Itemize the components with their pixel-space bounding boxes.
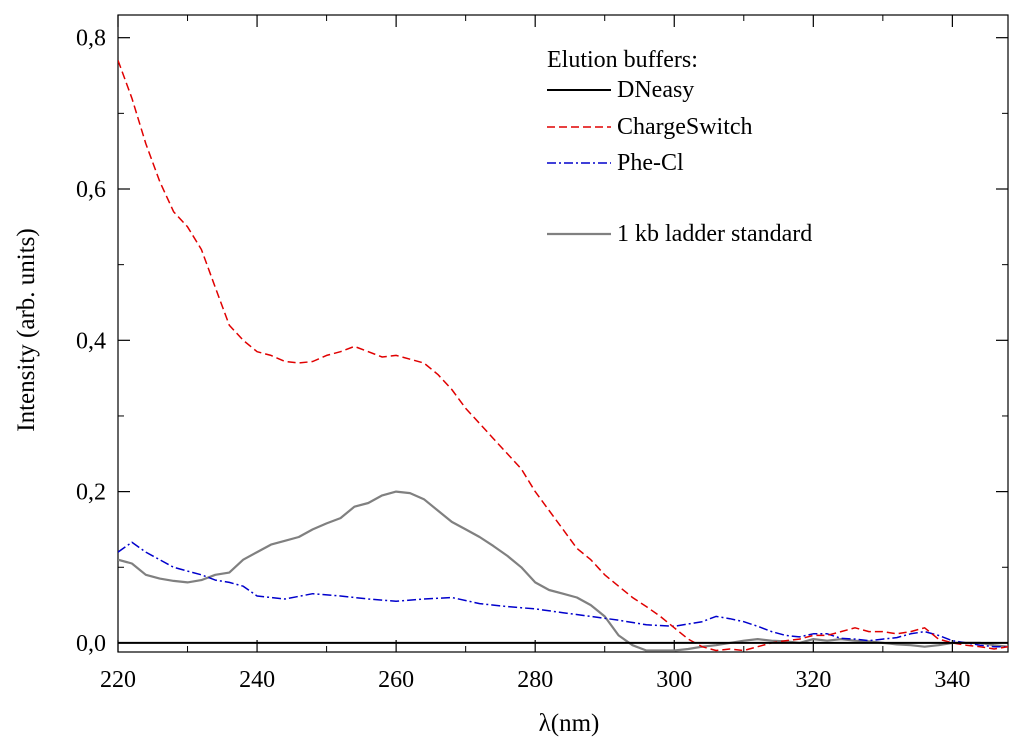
x-tick-label: 340 [934,667,970,693]
legend-label-phe-cl: Phe-Cl [617,150,684,176]
plot-frame [117,14,1009,653]
legend-label-dneasy: DNeasy [617,77,694,103]
x-tick-label: 300 [656,667,692,693]
x-tick-label: 260 [378,667,414,693]
x-tick-label: 320 [795,667,831,693]
legend-label-chargeswitch: ChargeSwitch [617,114,753,140]
legend-title: Elution buffers: [547,47,698,73]
series-layer [118,60,1008,652]
y-axis-ticks: 0,0 0,2 0,4 0,6 0,8 [76,26,1008,657]
y-tick-label: 0,6 [76,177,106,203]
legend: Elution buffers: DNeasy ChargeSwitch Phe-C… [547,47,812,247]
x-axis-title: λ(nm) [539,710,600,737]
x-tick-label: 220 [100,667,136,693]
x-tick-label: 280 [517,667,553,693]
y-tick-label: 0,4 [76,328,106,354]
y-tick-label: 0,2 [76,480,106,506]
legend-label-1-kb-ladder-standard: 1 kb ladder standard [617,221,812,247]
y-tick-label: 0,0 [76,631,106,657]
x-tick-label: 240 [239,667,275,693]
y-axis-title: Intensity (arb. units) [13,228,40,431]
y-tick-label: 0,8 [76,26,106,52]
series-line-phe-cl [118,541,1008,648]
x-axis-ticks: 220 240 260 280 300 320 340 [100,15,970,693]
series-line-1-kb-ladder-standard [118,490,1008,652]
series-line-chargeswitch [118,60,1008,652]
